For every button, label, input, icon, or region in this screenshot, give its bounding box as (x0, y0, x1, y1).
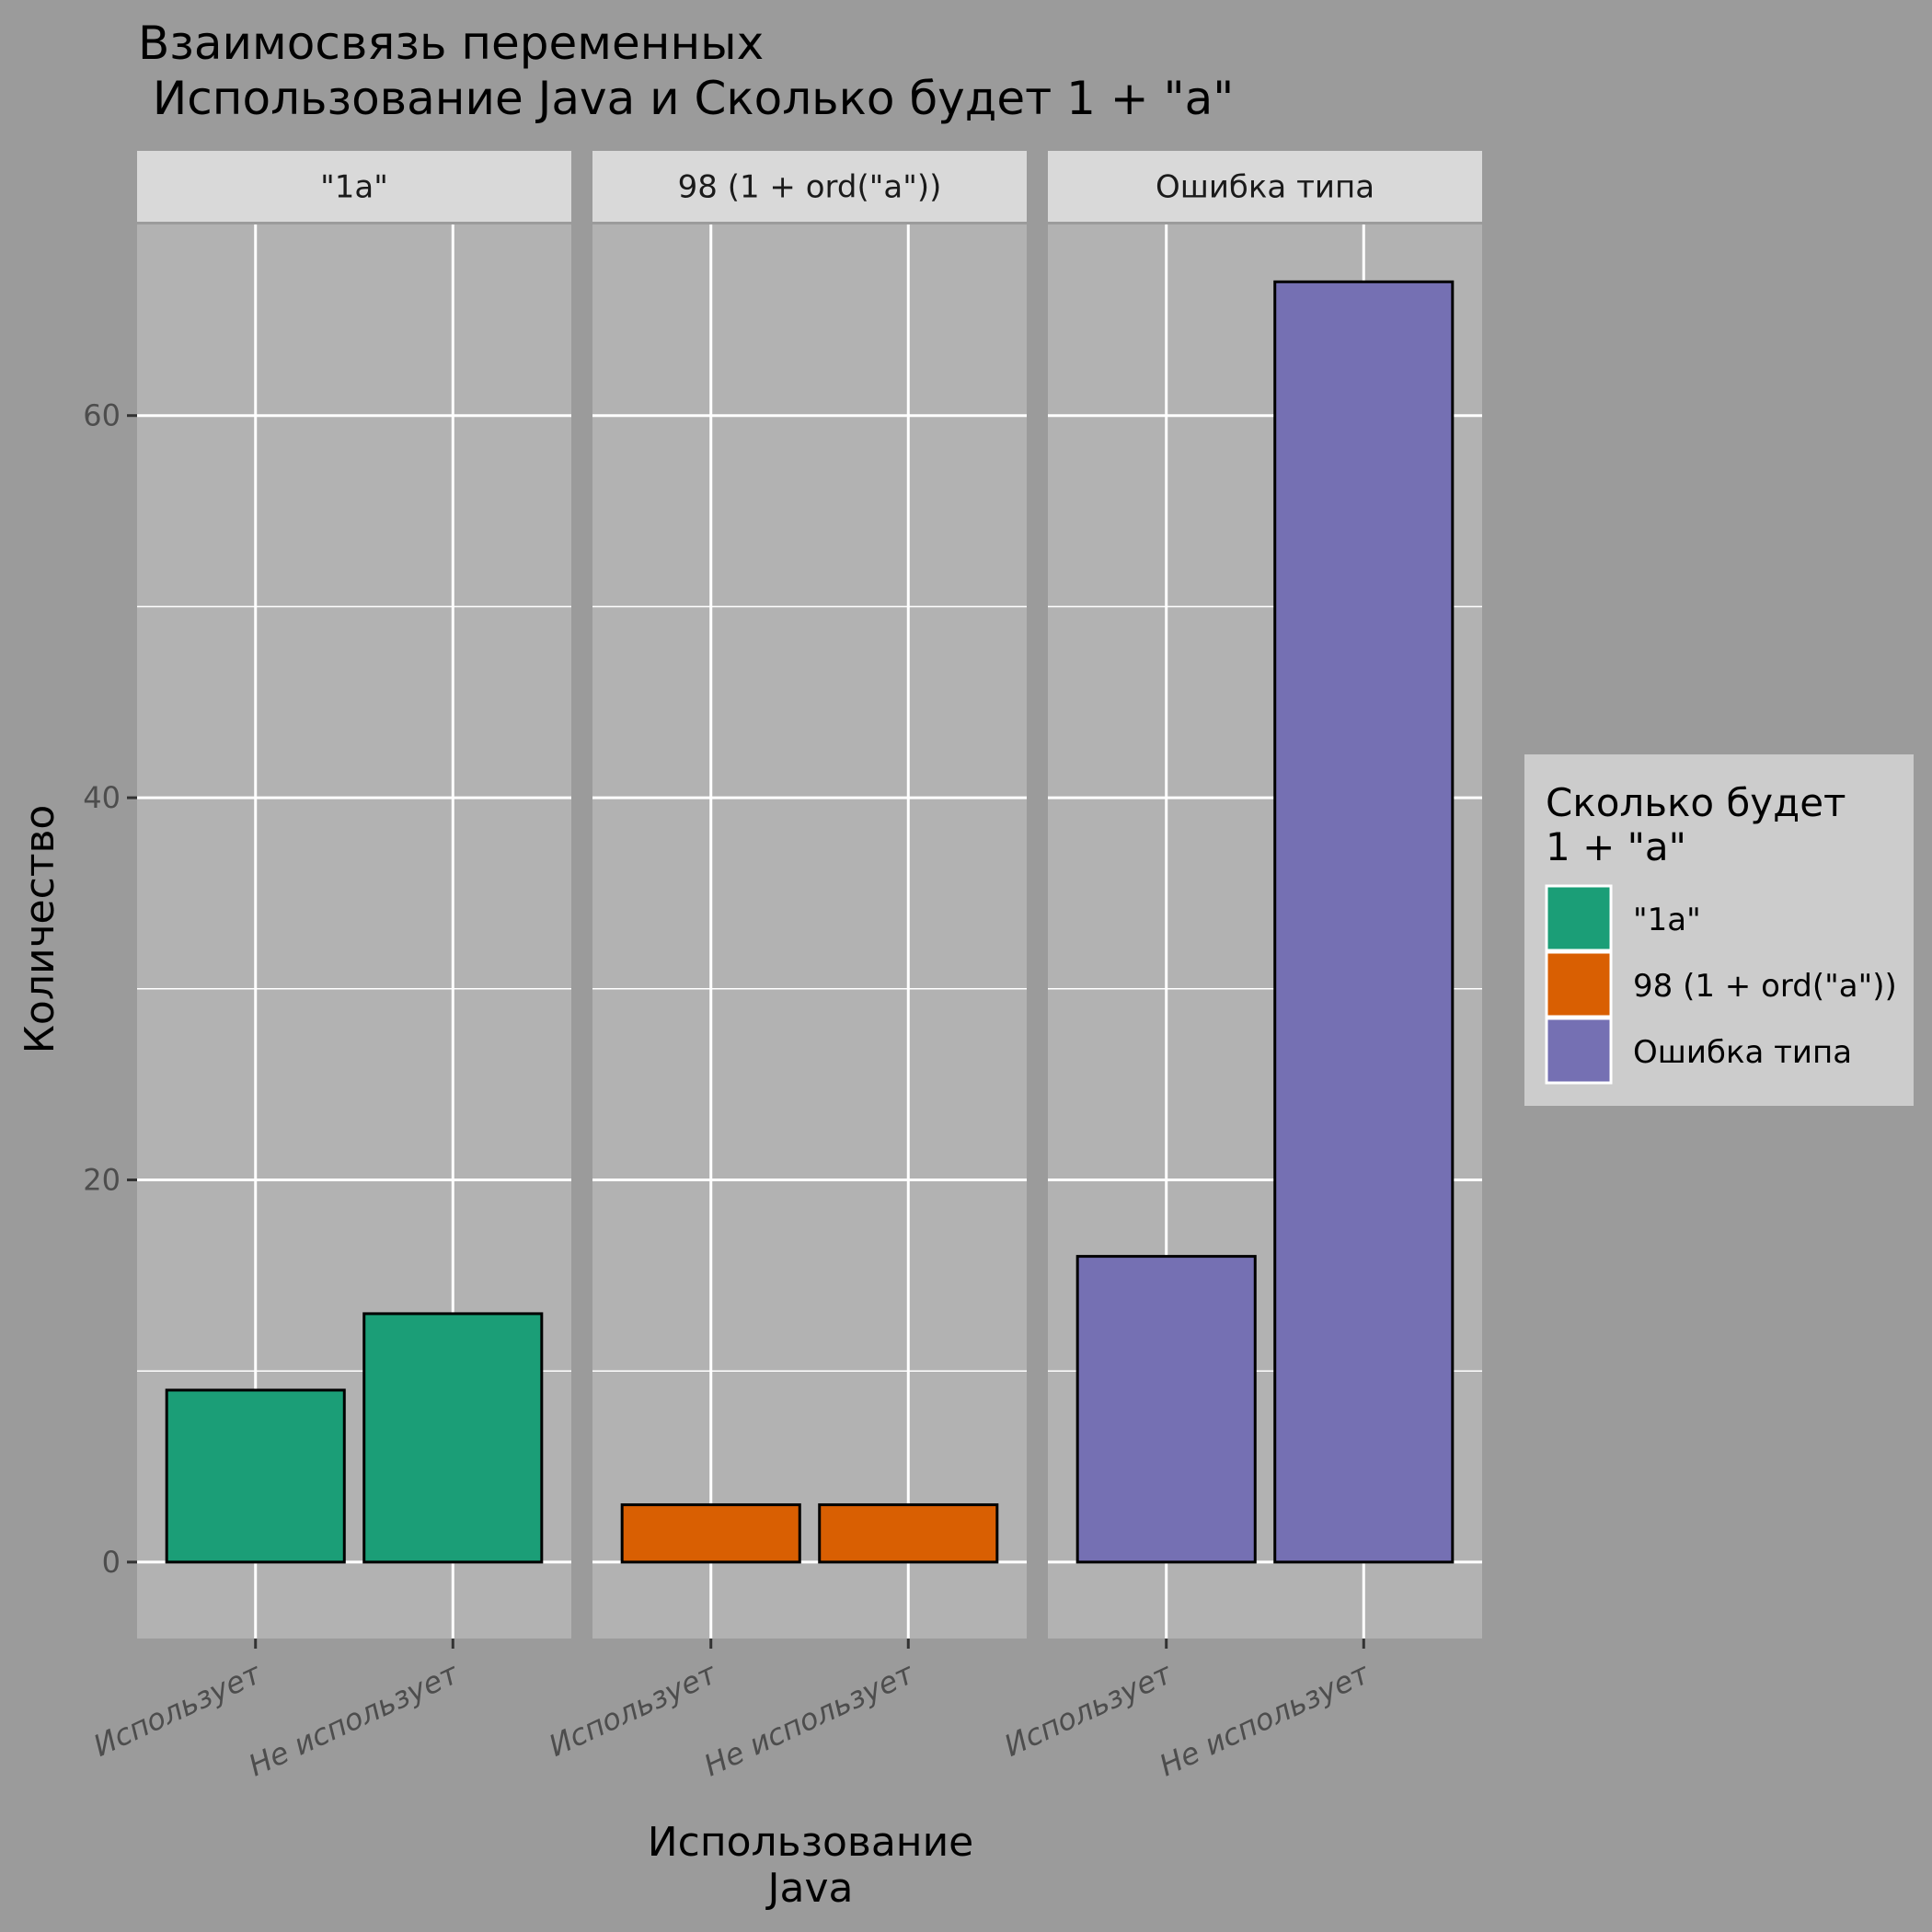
facet-strip-label: 98 (1 + ord("a")) (678, 169, 942, 206)
facet-strip (137, 151, 571, 222)
legend-item-label: "1a" (1633, 902, 1701, 938)
x-axis-label-line-1: Использование (648, 1819, 974, 1866)
legend-key (1545, 884, 1613, 952)
x-axis-label-line-2: Java (765, 1865, 854, 1912)
y-tick-label: 20 (83, 1163, 121, 1198)
bar (1075, 1255, 1257, 1564)
facet-strip (592, 151, 1027, 222)
chart-title-line-2: Использование Java и Сколько будет 1 + "… (138, 72, 1234, 125)
panel-background (592, 224, 1027, 1639)
y-tick-label: 60 (83, 398, 121, 433)
y-axis: 0 20 40 60 (83, 398, 137, 1580)
legend-key (1545, 1017, 1613, 1085)
bar (362, 1312, 544, 1564)
facet-strip-label: "1a" (320, 169, 388, 206)
y-axis-label: Количество (17, 805, 63, 1054)
bar (620, 1503, 801, 1564)
facet-strip-label: Ошибка типа (1156, 169, 1374, 206)
legend-key (1545, 950, 1613, 1018)
legend-item-label: 98 (1 + ord("a")) (1633, 968, 1897, 1005)
bar (818, 1503, 999, 1564)
bar (165, 1388, 346, 1564)
y-tick-label: 0 (102, 1545, 121, 1580)
bar (1273, 280, 1455, 1564)
legend-title-line-1: Сколько будет (1546, 780, 1846, 825)
y-tick-label: 40 (83, 780, 121, 815)
legend-item-label: Ошибка типа (1633, 1034, 1852, 1071)
legend-title-line-2: 1 + "a" (1546, 824, 1686, 869)
facet-strip (1048, 151, 1482, 222)
chart-title-line-1: Взаимосвязь переменных (138, 17, 764, 70)
